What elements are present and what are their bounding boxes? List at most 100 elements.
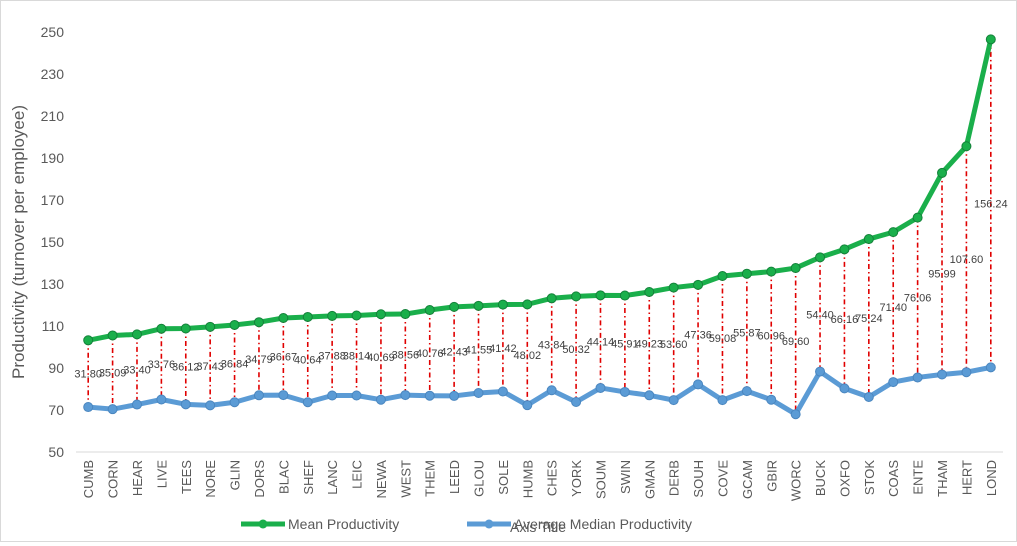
data-point xyxy=(571,291,582,302)
data-point xyxy=(107,404,118,415)
gap-data-label: 37.88 xyxy=(318,351,346,363)
data-point xyxy=(619,386,630,397)
data-point xyxy=(985,34,996,45)
gap-data-label: 156.24 xyxy=(974,198,1008,210)
data-point xyxy=(205,400,216,411)
data-point xyxy=(912,372,923,383)
data-point xyxy=(888,377,899,388)
data-point xyxy=(693,279,704,290)
x-tick-label: NEWA xyxy=(374,460,389,499)
x-tick-label: WEST xyxy=(398,460,413,498)
x-tick-label: SOUH xyxy=(691,460,706,498)
data-point xyxy=(229,397,240,408)
data-point xyxy=(351,310,362,321)
x-tick-label: SWIN xyxy=(618,460,633,494)
data-point xyxy=(131,329,142,340)
x-tick-label: YORK xyxy=(569,460,584,497)
data-point xyxy=(278,313,289,324)
gap-data-label: 44.14 xyxy=(587,337,615,349)
gap-data-label: 49.23 xyxy=(636,339,664,351)
data-point xyxy=(327,390,338,401)
gap-data-label: 41.55 xyxy=(465,344,493,356)
data-point xyxy=(131,399,142,410)
gap-labels: 31.8035.0933.4033.7636.1237.4336.8434.79… xyxy=(74,198,1007,380)
x-tick-label: LOND xyxy=(984,460,999,496)
data-point xyxy=(546,385,557,396)
x-tick-label: CORN xyxy=(106,460,121,498)
data-point xyxy=(83,402,94,413)
gap-data-label: 50.32 xyxy=(562,344,590,356)
gap-data-label: 66.16 xyxy=(831,314,859,326)
data-point xyxy=(937,167,948,178)
x-tick-label: LEED xyxy=(447,460,462,494)
gap-data-label: 71.40 xyxy=(879,302,907,314)
data-point xyxy=(180,399,191,410)
data-point xyxy=(815,252,826,263)
data-point xyxy=(741,386,752,397)
gap-data-label: 53.60 xyxy=(660,339,688,351)
data-point xyxy=(473,300,484,311)
data-point xyxy=(790,409,801,420)
x-tick-label: ENTE xyxy=(911,460,926,495)
x-axis-label: Axis Title xyxy=(510,519,566,535)
y-axis-title-group: Productivity (turnover per employee) xyxy=(9,105,28,379)
x-tick-label: GCAM xyxy=(740,460,755,499)
data-point xyxy=(449,301,460,312)
x-tick-label: GMAN xyxy=(642,460,657,499)
x-tick-label: OXFO xyxy=(837,460,852,497)
data-point xyxy=(961,367,972,378)
x-tick-label: GLOU xyxy=(472,460,487,497)
gap-data-label: 31.80 xyxy=(74,369,102,381)
data-point xyxy=(766,266,777,277)
x-tick-label: NORE xyxy=(203,460,218,498)
series-markers xyxy=(83,34,996,420)
gap-data-label: 40.69 xyxy=(367,352,395,364)
gap-data-label: 36.67 xyxy=(270,352,298,364)
data-point xyxy=(790,263,801,274)
data-point xyxy=(375,309,386,320)
data-point xyxy=(302,311,313,322)
x-tick-label: SOUM xyxy=(593,460,608,499)
x-tick-label: LANC xyxy=(325,460,340,495)
data-point xyxy=(522,299,533,310)
data-point xyxy=(253,390,264,401)
legend: Mean Productivity Average Median Producti… xyxy=(241,516,692,532)
data-point xyxy=(766,394,777,405)
x-tick-label: WORC xyxy=(789,460,804,501)
data-point xyxy=(839,383,850,394)
data-point xyxy=(400,309,411,320)
y-axis-ticks: 50 70 90 110 130 150 170 190 210 230 250 xyxy=(41,24,65,460)
data-point xyxy=(302,397,313,408)
x-tick-label: SOLE xyxy=(496,460,511,495)
data-point xyxy=(497,299,508,310)
x-tick-label: LEIC xyxy=(350,460,365,489)
y-tick-label: 70 xyxy=(48,402,64,418)
x-tick-label: BLAC xyxy=(276,460,291,494)
gap-data-label: 36.12 xyxy=(172,361,200,373)
data-point xyxy=(912,212,923,223)
x-tick-label: DORS xyxy=(252,460,267,498)
gap-data-label: 48.02 xyxy=(514,350,542,362)
y-tick-label: 90 xyxy=(48,360,64,376)
x-tick-label: COAS xyxy=(886,460,901,497)
x-tick-label: CUMB xyxy=(81,460,96,498)
x-tick-label: TEES xyxy=(179,460,194,494)
data-point xyxy=(571,397,582,408)
gap-lines xyxy=(87,39,992,415)
gap-data-label: 40.76 xyxy=(416,348,444,360)
gap-data-label: 75.24 xyxy=(855,313,883,325)
x-tick-label: BUCK xyxy=(813,460,828,496)
gap-data-label: 38.14 xyxy=(343,351,371,363)
data-point xyxy=(863,234,874,245)
x-tick-label: THEM xyxy=(423,460,438,497)
data-point xyxy=(473,387,484,398)
data-point xyxy=(644,286,655,297)
gap-data-label: 42.43 xyxy=(440,346,468,358)
data-point xyxy=(888,227,899,238)
data-point xyxy=(327,310,338,321)
data-point xyxy=(595,290,606,301)
data-point xyxy=(253,317,264,328)
data-point xyxy=(595,382,606,393)
data-point xyxy=(839,244,850,255)
data-point xyxy=(424,305,435,316)
